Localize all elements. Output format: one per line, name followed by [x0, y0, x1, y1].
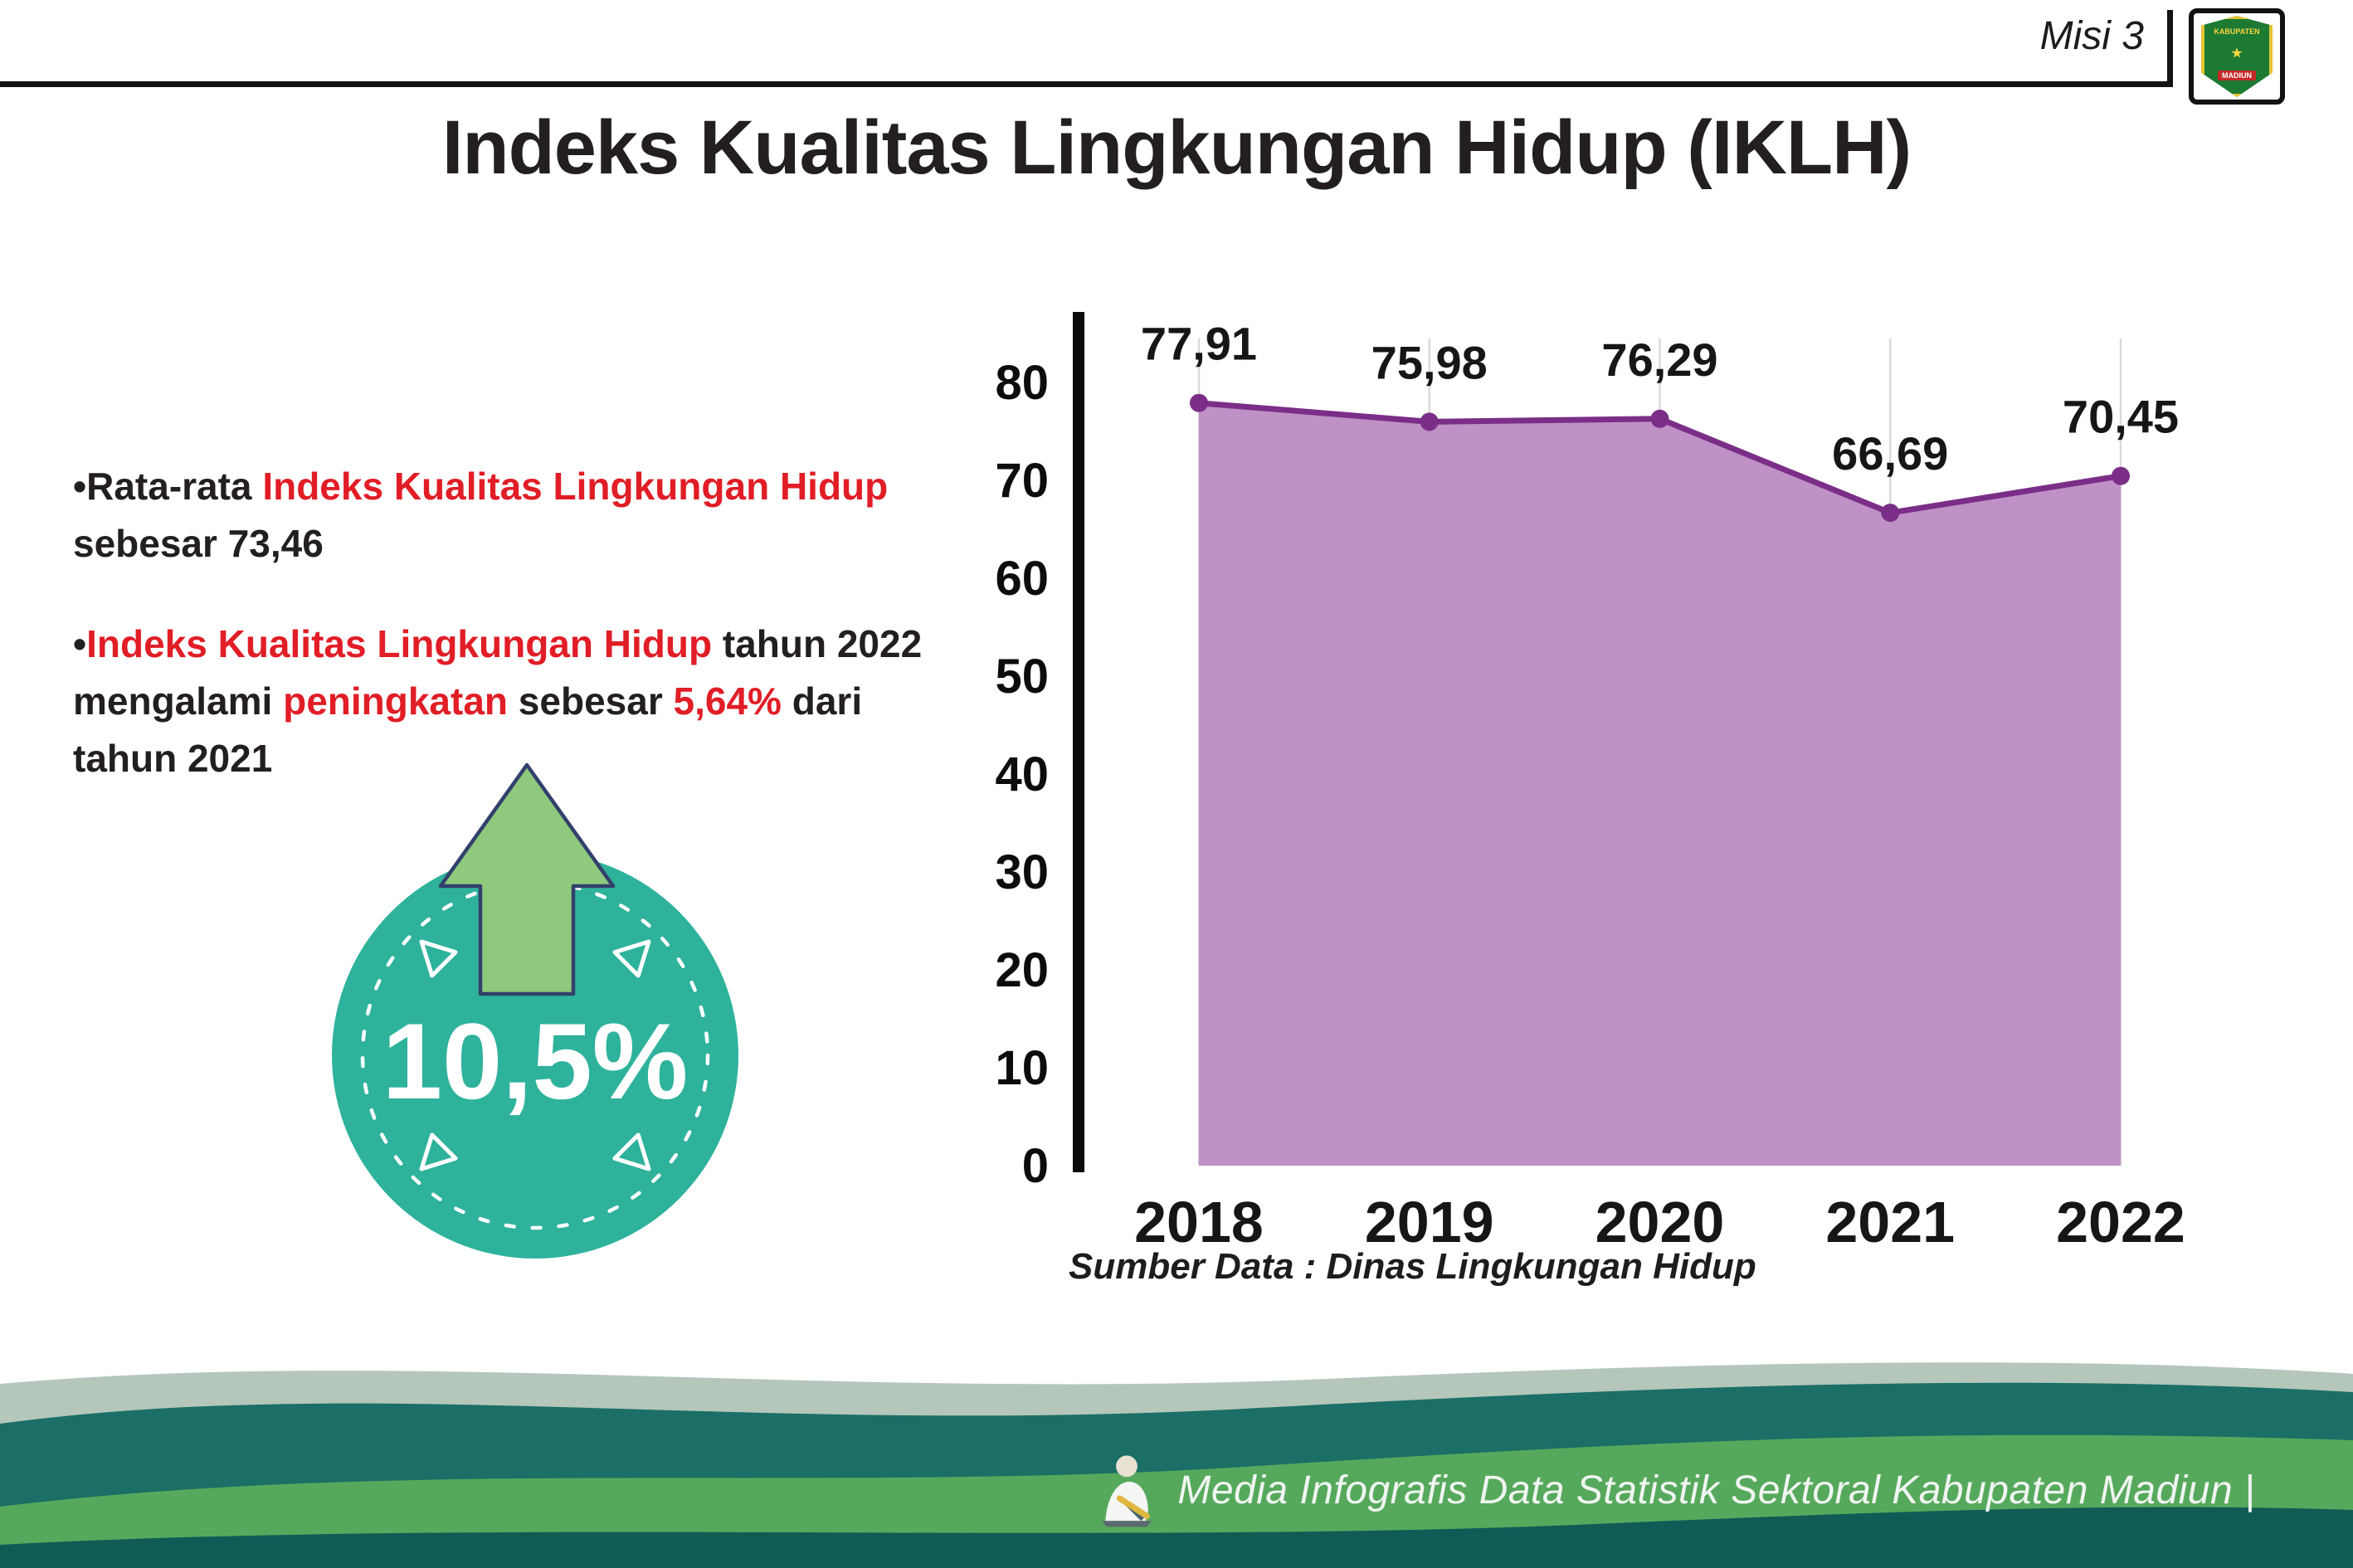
svg-text:50: 50: [995, 650, 1049, 704]
bullet2-highlight-3: 5,64%: [673, 679, 782, 723]
bullet1-text-2: sebesar 73,46: [73, 522, 324, 565]
header-corner-line: [2167, 10, 2173, 87]
triangle-marker-nw: [419, 939, 458, 978]
svg-text:20: 20: [995, 943, 1049, 997]
svg-text:2021: 2021: [1825, 1190, 1955, 1254]
up-arrow-icon: [438, 762, 616, 996]
svg-text:2020: 2020: [1595, 1190, 1725, 1254]
svg-text:0: 0: [1022, 1139, 1049, 1193]
bullet2-text-1: tahun 2022 mengalami: [73, 622, 923, 723]
svg-text:70: 70: [995, 454, 1049, 508]
bullet-increase-2022: •Indeks Kualitas Lingkungan Hidup tahun …: [73, 616, 965, 787]
svg-text:80: 80: [995, 356, 1049, 410]
footer-credit: Media Infografis Data Statistik Sektoral…: [1091, 1452, 2255, 1528]
bullet1-text: Rata-rata: [86, 465, 263, 508]
svg-text:60: 60: [995, 552, 1049, 606]
kabupaten-madiun-logo: KABUPATEN MADIUN: [2189, 8, 2285, 105]
svg-text:77,91: 77,91: [1141, 318, 1257, 370]
triangle-marker-se: [612, 1132, 651, 1171]
bullet-marker: •: [73, 622, 87, 665]
misi-label: Misi 3: [2039, 14, 2144, 58]
svg-text:2022: 2022: [2056, 1190, 2185, 1254]
svg-text:2018: 2018: [1134, 1190, 1264, 1254]
bullet2-text-3: dari tahun 2021: [73, 679, 863, 780]
page-title: Indeks Kualitas Lingkungan Hidup (IKLH): [441, 105, 1912, 190]
source-note: Sumber Data : Dinas Lingkungan Hidup: [1069, 1246, 1756, 1287]
svg-text:75,98: 75,98: [1371, 336, 1488, 388]
svg-text:40: 40: [995, 747, 1049, 801]
header-divider: [0, 81, 2170, 87]
svg-text:70,45: 70,45: [2063, 391, 2179, 443]
svg-text:30: 30: [995, 845, 1049, 899]
increase-badge: 10,5%: [319, 747, 751, 1265]
svg-text:10: 10: [995, 1041, 1049, 1095]
increase-badge-graphic: [332, 762, 738, 1259]
bullet2-highlight-1: Indeks Kualitas Lingkungan Hidup: [86, 622, 713, 665]
bullet-marker: •: [73, 465, 87, 508]
star-icon: [2231, 47, 2243, 58]
area-chart-svg: 0 10 20 30 40 50 60 70 80 2018 2019 2020 2021 2022 77,…: [995, 312, 2185, 1254]
bullet2-text-2: sebesar: [508, 679, 674, 723]
footer-text: Media Infografis Data Statistik Sektoral…: [1177, 1468, 2255, 1512]
svg-text:2019: 2019: [1365, 1190, 1494, 1254]
logo-bottom-text: MADIUN: [2218, 71, 2256, 80]
key-points: •Rata-rata Indeks Kualitas Lingkungan Hi…: [73, 458, 965, 787]
triangle-marker-sw: [419, 1132, 458, 1171]
bullet2-highlight-2: peningkatan: [283, 679, 509, 723]
svg-text:66,69: 66,69: [1832, 427, 1948, 480]
triangle-marker-ne: [612, 939, 651, 978]
increase-percentage: 10,5%: [382, 1001, 689, 1122]
iklh-area-chart: 0 10 20 30 40 50 60 70 80 2018 2019 2020 2021 2022 77,…: [979, 290, 2240, 1269]
bullet1-highlight: Indeks Kualitas Lingkungan Hidup: [262, 465, 889, 508]
logo-top-text: KABUPATEN: [2214, 27, 2260, 36]
shield-icon: KABUPATEN MADIUN: [2201, 16, 2273, 97]
writer-icon: [1102, 1455, 1152, 1527]
svg-text:76,29: 76,29: [1601, 334, 1717, 386]
footer-waves: [0, 1362, 2353, 1568]
bullet-average-iklh: •Rata-rata Indeks Kualitas Lingkungan Hi…: [73, 458, 965, 572]
